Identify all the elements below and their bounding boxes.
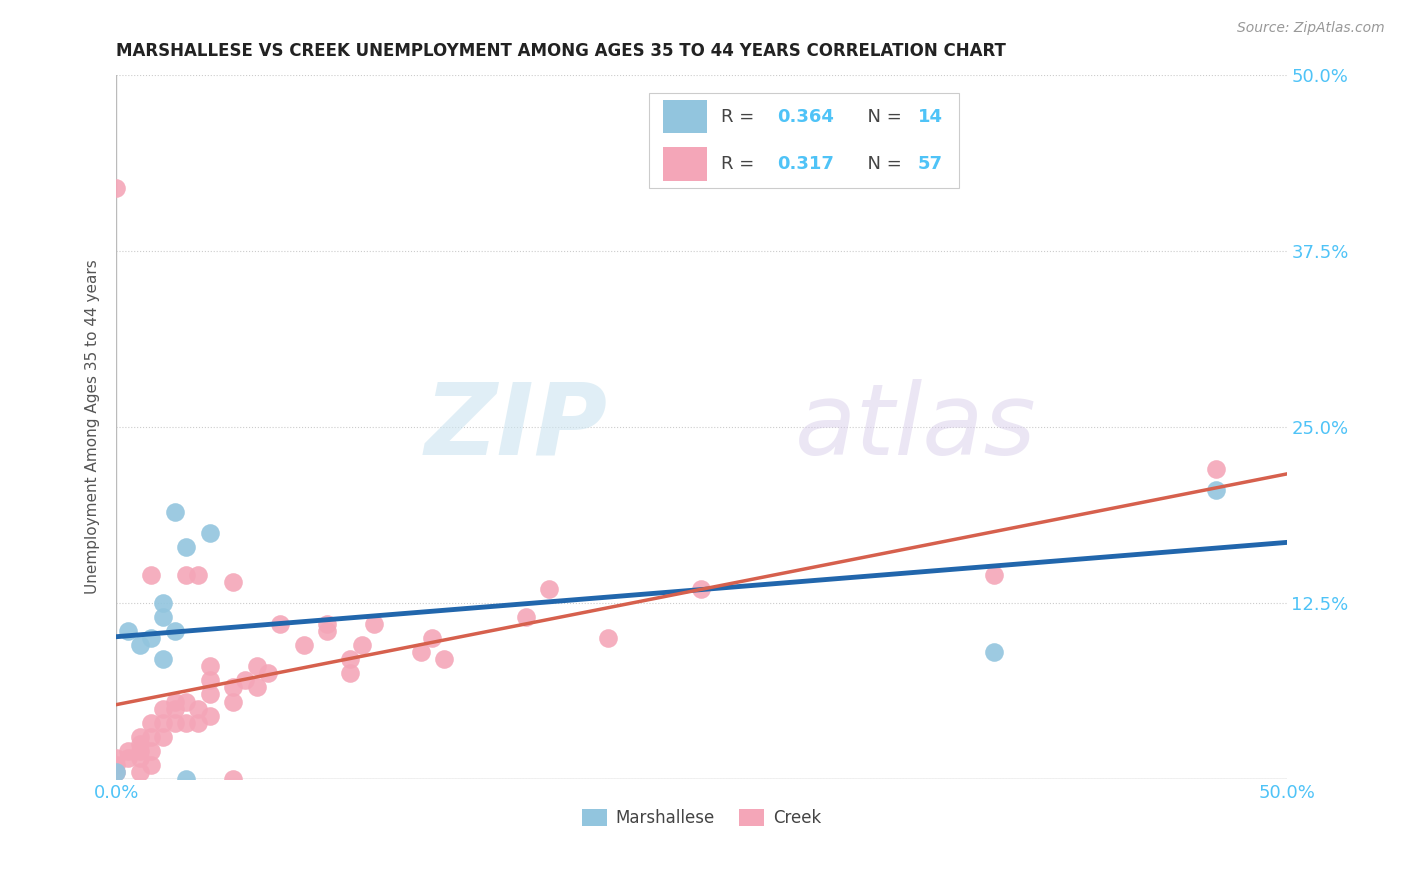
Point xyxy=(141,757,163,772)
Point xyxy=(176,772,198,786)
Text: MARSHALLESE VS CREEK UNEMPLOYMENT AMONG AGES 35 TO 44 YEARS CORRELATION CHART: MARSHALLESE VS CREEK UNEMPLOYMENT AMONG … xyxy=(117,42,1007,60)
Point xyxy=(176,694,198,708)
Text: ZIP: ZIP xyxy=(425,378,607,475)
Point xyxy=(128,737,150,751)
Point xyxy=(141,567,163,582)
Point xyxy=(152,610,174,624)
Text: R =: R = xyxy=(721,108,761,126)
Point xyxy=(222,772,245,786)
Point xyxy=(117,751,139,765)
Text: 0.364: 0.364 xyxy=(778,108,834,126)
Point xyxy=(128,764,150,779)
Point xyxy=(316,617,339,632)
Point xyxy=(983,645,1005,659)
Point xyxy=(152,730,174,744)
FancyBboxPatch shape xyxy=(662,147,707,181)
Text: Source: ZipAtlas.com: Source: ZipAtlas.com xyxy=(1237,21,1385,35)
Point xyxy=(105,181,128,195)
Point xyxy=(163,715,186,730)
Point xyxy=(117,744,139,758)
Point xyxy=(198,708,221,723)
Point xyxy=(152,701,174,715)
Point xyxy=(117,624,139,639)
Point xyxy=(246,659,269,673)
Point xyxy=(420,631,443,645)
Point xyxy=(128,751,150,765)
Point xyxy=(141,730,163,744)
Point xyxy=(339,652,361,666)
Point xyxy=(538,582,561,596)
Point xyxy=(257,666,280,681)
Point xyxy=(105,751,128,765)
Point xyxy=(596,631,619,645)
Y-axis label: Unemployment Among Ages 35 to 44 years: Unemployment Among Ages 35 to 44 years xyxy=(86,260,100,594)
Point xyxy=(141,631,163,645)
Point xyxy=(141,744,163,758)
Point xyxy=(152,652,174,666)
Point xyxy=(690,582,713,596)
Text: 57: 57 xyxy=(918,155,943,173)
Point xyxy=(163,694,186,708)
Point xyxy=(163,701,186,715)
Point xyxy=(363,617,385,632)
Point xyxy=(983,567,1005,582)
Point xyxy=(198,688,221,702)
Point xyxy=(246,681,269,695)
Point xyxy=(198,525,221,540)
Point xyxy=(128,638,150,652)
Point xyxy=(292,638,315,652)
Text: 0.317: 0.317 xyxy=(778,155,834,173)
Point xyxy=(198,659,221,673)
Point xyxy=(187,701,209,715)
Point xyxy=(176,567,198,582)
Point xyxy=(152,596,174,610)
Legend: Marshallese, Creek: Marshallese, Creek xyxy=(575,803,828,834)
Point xyxy=(222,681,245,695)
Text: N =: N = xyxy=(856,155,907,173)
Text: N =: N = xyxy=(856,108,907,126)
Point xyxy=(105,764,128,779)
Point xyxy=(233,673,256,688)
Point xyxy=(269,617,291,632)
Point xyxy=(187,567,209,582)
Point xyxy=(176,540,198,554)
Point xyxy=(163,624,186,639)
Point xyxy=(152,715,174,730)
Point xyxy=(316,624,339,639)
Text: atlas: atlas xyxy=(794,378,1036,475)
FancyBboxPatch shape xyxy=(662,100,707,134)
Point xyxy=(1205,462,1227,476)
Point xyxy=(105,757,128,772)
Text: R =: R = xyxy=(721,155,761,173)
Point xyxy=(128,730,150,744)
Point xyxy=(198,673,221,688)
Point xyxy=(339,666,361,681)
Point xyxy=(1205,483,1227,498)
Point xyxy=(222,694,245,708)
Point xyxy=(163,504,186,518)
Point xyxy=(433,652,456,666)
Point xyxy=(187,715,209,730)
FancyBboxPatch shape xyxy=(648,93,959,188)
Point xyxy=(141,715,163,730)
Point xyxy=(128,744,150,758)
Point xyxy=(350,638,373,652)
Point xyxy=(409,645,432,659)
Point xyxy=(515,610,537,624)
Point xyxy=(105,764,128,779)
Text: 14: 14 xyxy=(918,108,943,126)
Point xyxy=(176,715,198,730)
Point xyxy=(222,574,245,589)
